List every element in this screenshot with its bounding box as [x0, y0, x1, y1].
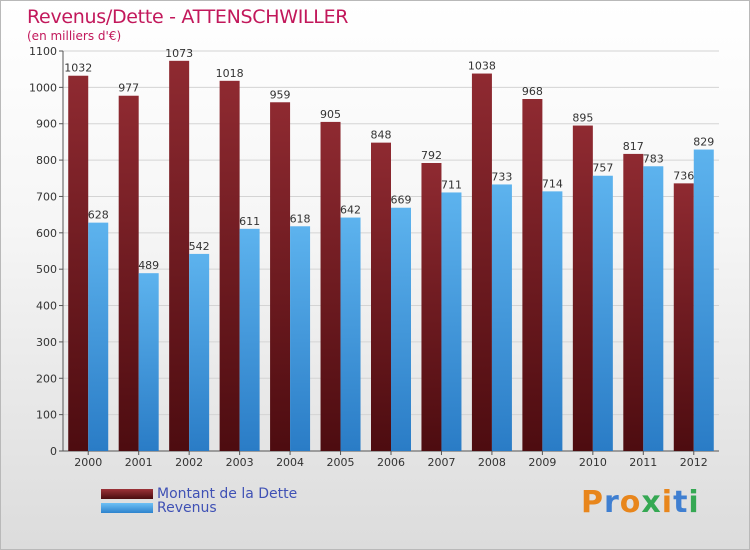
x-tick-label: 2007 — [427, 456, 455, 469]
bar-revenus — [88, 222, 109, 451]
legend-swatch-revenus — [101, 503, 153, 513]
data-label-dette: 1073 — [165, 47, 193, 60]
data-label-revenus: 757 — [592, 162, 613, 175]
legend-swatch-dette — [101, 489, 153, 499]
data-label-revenus: 611 — [239, 215, 260, 228]
proxiti-logo: Proxiti — [581, 485, 700, 520]
x-tick-label: 2005 — [327, 456, 355, 469]
bar-revenus — [592, 175, 613, 451]
bar-dette — [169, 60, 190, 452]
logo-letter: o — [619, 485, 642, 520]
bar-revenus — [693, 149, 714, 451]
bar-revenus — [340, 217, 361, 451]
y-tick-label: 900 — [36, 118, 57, 131]
bar-dette — [219, 80, 240, 452]
y-tick-label: 100 — [36, 409, 57, 422]
bar-dette — [572, 125, 593, 451]
bar-revenus — [643, 166, 664, 452]
data-label-dette: 736 — [673, 169, 694, 182]
x-tick-label: 2002 — [175, 456, 203, 469]
legend: Montant de la Dette Revenus — [101, 486, 298, 516]
x-tick-label: 2004 — [276, 456, 304, 469]
data-label-revenus: 542 — [189, 240, 210, 253]
x-tick-label: 2012 — [680, 456, 708, 469]
data-label-dette: 959 — [270, 88, 291, 101]
legend-item-revenus: Revenus — [101, 500, 297, 516]
x-tick-label: 2003 — [226, 456, 254, 469]
x-tick-label: 2001 — [125, 456, 153, 469]
x-tick-label: 2008 — [478, 456, 506, 469]
y-tick-label: 500 — [36, 263, 57, 276]
y-tick-label: 200 — [36, 372, 57, 385]
x-tick-label: 2010 — [579, 456, 607, 469]
data-label-dette: 905 — [320, 108, 341, 121]
x-tick-label: 2011 — [629, 456, 657, 469]
data-label-revenus: 669 — [391, 194, 412, 207]
bar-revenus — [441, 192, 462, 452]
y-tick-label: 1000 — [29, 81, 57, 94]
y-tick-label: 800 — [36, 154, 57, 167]
bar-dette — [371, 142, 391, 452]
y-tick-label: 300 — [36, 336, 57, 349]
data-label-revenus: 783 — [643, 152, 664, 165]
bar-dette — [522, 99, 543, 451]
legend-label-dette: Montant de la Dette — [157, 486, 298, 502]
bar-dette — [270, 102, 291, 451]
logo-letter: r — [604, 485, 620, 520]
x-tick-label: 2009 — [528, 456, 556, 469]
data-label-dette: 817 — [623, 140, 644, 153]
data-label-dette: 1018 — [216, 67, 244, 80]
y-tick-label: 0 — [50, 445, 57, 458]
bar-dette — [421, 163, 442, 451]
data-label-revenus: 618 — [290, 212, 311, 225]
data-label-revenus: 829 — [693, 136, 714, 149]
bar-dette — [623, 153, 644, 451]
bar-dette — [320, 121, 341, 451]
logo-letter: x — [641, 485, 662, 520]
logo-letter: t — [673, 485, 689, 520]
bar-dette — [68, 75, 89, 452]
data-label-revenus: 733 — [491, 170, 512, 183]
chart-title: Revenus/Dette - ATTENSCHWILLER — [27, 6, 349, 28]
x-tick-label: 2006 — [377, 456, 405, 469]
bar-revenus — [542, 191, 563, 451]
bar-revenus — [391, 207, 411, 451]
logo-letter: i — [661, 485, 674, 520]
bar-revenus — [189, 253, 210, 451]
bar-revenus — [138, 273, 159, 451]
data-label-dette: 977 — [118, 82, 139, 95]
y-tick-label: 400 — [36, 300, 57, 313]
bar-revenus — [290, 226, 311, 451]
x-tick-label: 2000 — [74, 456, 102, 469]
data-label-revenus: 489 — [138, 259, 159, 272]
logo-letter: i — [688, 485, 700, 520]
data-label-revenus: 628 — [88, 209, 109, 222]
data-label-dette: 848 — [371, 129, 392, 142]
chart-subtitle: (en milliers d'€) — [27, 29, 122, 43]
data-label-revenus: 714 — [542, 177, 563, 190]
data-label-dette: 792 — [421, 149, 442, 162]
bar-revenus — [239, 228, 260, 451]
legend-label-revenus: Revenus — [157, 500, 217, 516]
data-label-dette: 1032 — [64, 62, 92, 75]
y-tick-label: 600 — [36, 227, 57, 240]
logo-letter: P — [581, 485, 604, 520]
data-label-dette: 895 — [572, 112, 593, 125]
bar-revenus — [491, 184, 512, 452]
bar-dette — [673, 183, 694, 451]
bar-dette — [118, 95, 139, 452]
bar-dette — [471, 73, 492, 451]
data-label-revenus: 711 — [441, 178, 462, 191]
legend-item-dette: Montant de la Dette — [101, 486, 298, 502]
y-tick-label: 1100 — [29, 45, 57, 58]
data-label-dette: 968 — [522, 85, 543, 98]
data-label-revenus: 642 — [340, 204, 361, 217]
y-tick-label: 700 — [36, 190, 57, 203]
data-label-dette: 1038 — [468, 60, 496, 73]
